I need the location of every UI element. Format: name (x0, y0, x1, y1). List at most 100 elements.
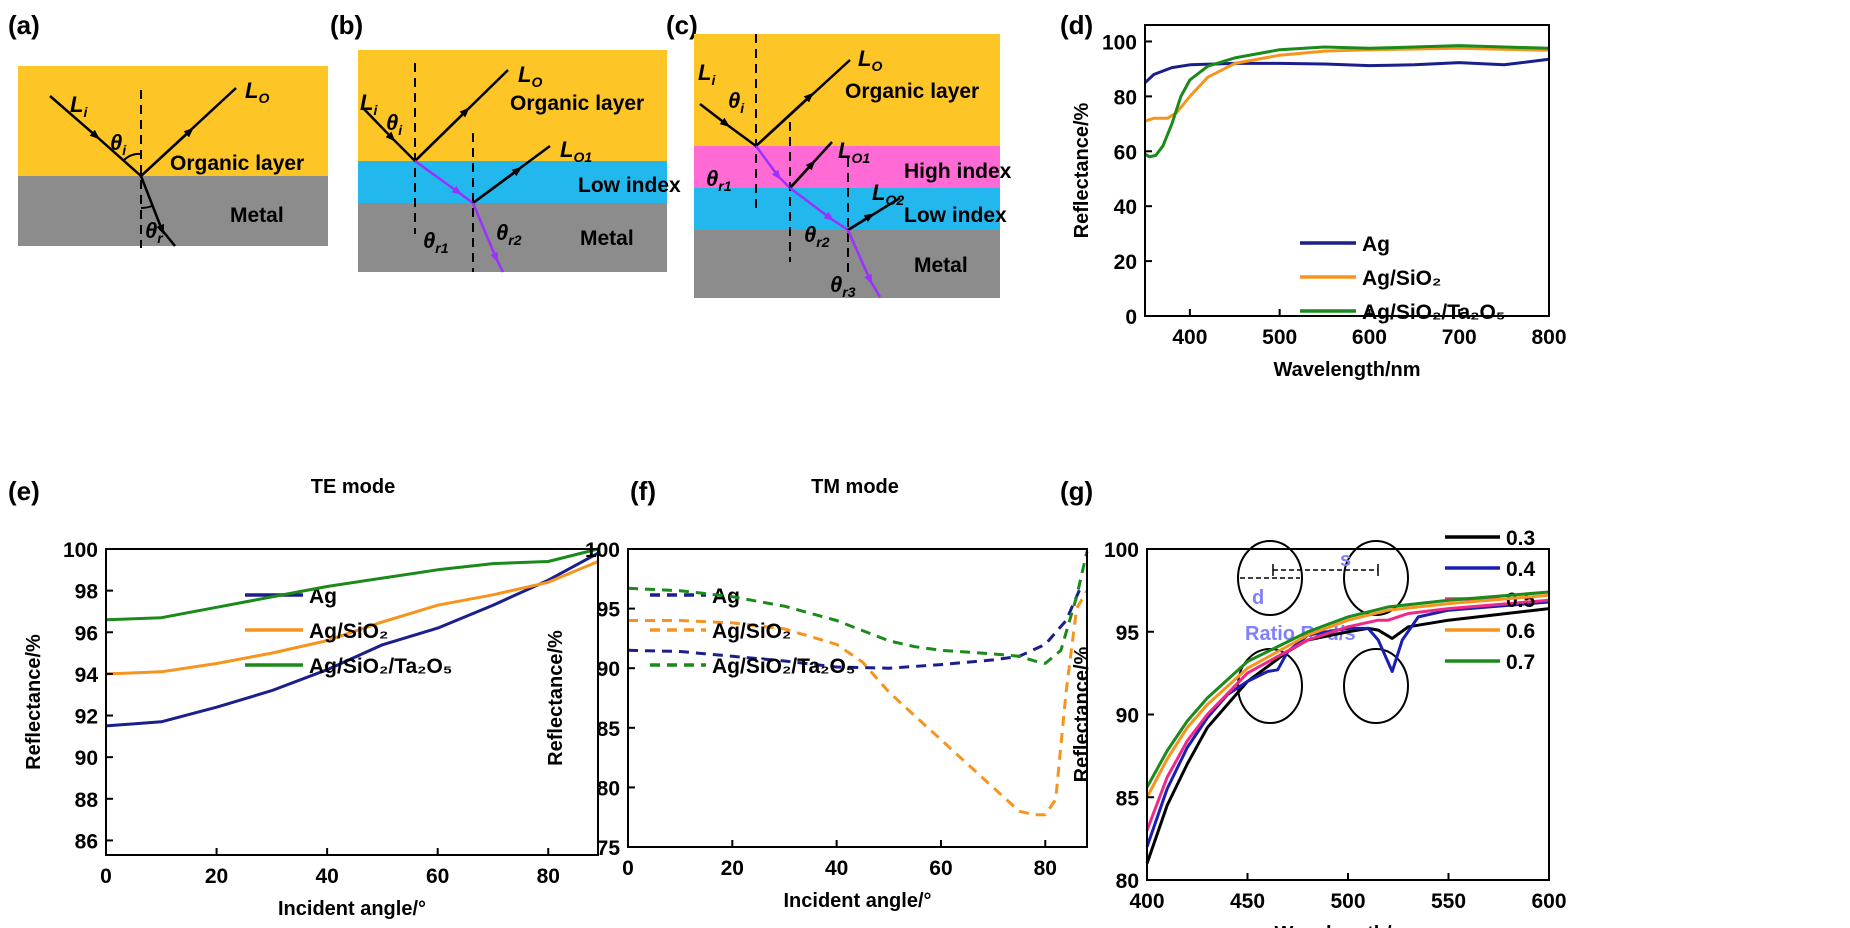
angle-arc (123, 152, 142, 161)
x-tick-label: 40 (315, 865, 338, 888)
x-tick-label: 400 (1129, 890, 1164, 913)
y-tick-label: 96 (75, 622, 98, 645)
plot-frame (627, 548, 1088, 848)
incident-ray (699, 103, 730, 128)
organic-layer-label: Organic layer (845, 80, 979, 103)
label-theta-r1: θr1 (423, 228, 449, 256)
refracted-ray (754, 145, 781, 181)
organic-layer (358, 50, 667, 161)
diagram-a: Li θi LO θr Organic layer Metal (18, 66, 328, 248)
y-tick-label: 0 (1125, 306, 1137, 329)
incident-ray (725, 122, 757, 148)
x-axis-label: Wavelength/nm (1274, 923, 1421, 928)
x-tick-label: 20 (205, 865, 228, 888)
series-line-0.5 (1145, 598, 1550, 831)
series-line-agsio (105, 560, 599, 676)
series-line-agsiotao (105, 547, 599, 622)
diagram-b: Li θi LO LO1 θr1 θr2 Organic layer Low i… (358, 50, 681, 273)
series-line-agsio (628, 589, 1089, 817)
y-tick-label: 80 (1114, 86, 1137, 109)
refracted-ray (789, 187, 834, 221)
series-line-agsiotao (1144, 44, 1550, 159)
x-tick-label: 20 (721, 857, 744, 880)
metal-label: Metal (914, 254, 968, 277)
legend-label: Ag/SiO₂/Ta₂O₅ (712, 655, 855, 678)
series-line-ag (105, 551, 599, 728)
refracted-ray (494, 257, 505, 273)
panel-label-a: (a) (8, 10, 40, 40)
metal-label: Metal (580, 227, 634, 250)
refracted-ray (777, 175, 791, 189)
x-tick-label: 80 (1034, 857, 1057, 880)
incident-ray (95, 135, 142, 177)
legend-label: Ag (712, 585, 740, 608)
y-tick-label: 90 (597, 658, 620, 681)
x-tick-label: 500 (1262, 326, 1297, 349)
y-axis-label: Reflectance/% (1071, 646, 1093, 782)
refracted-ray (846, 229, 873, 285)
particle-circle (1343, 648, 1409, 724)
refracted-ray (414, 159, 463, 195)
diagram-c: Li θi LO LO1 LO2 θr1 θr2 θr3 Organic lay… (694, 34, 1012, 300)
legend-label: Ag/SiO₂ (309, 620, 388, 643)
refracted-ray (829, 216, 849, 232)
x-tick-label: 80 (537, 865, 560, 888)
chart-f: Ag Ag/SiO₂ Ag/SiO₂/Ta₂O₅ 0 20 40 60 80 75 80 85 90 9… (545, 476, 1089, 912)
panel-label-f: (f) (630, 476, 656, 506)
reflected-arrow (789, 160, 816, 189)
legend-label: 0.3 (1506, 527, 1535, 550)
label-Li: Li (698, 60, 716, 88)
y-tick-label: 86 (75, 830, 98, 853)
low-index-label: Low index (904, 204, 1007, 227)
y-axis-label: Reflectance/% (23, 634, 45, 770)
organic-layer-label: Organic layer (510, 92, 644, 115)
reflected-arrow (472, 167, 523, 205)
panel-label-g: (g) (1060, 476, 1093, 506)
inset-d-label: d (1252, 587, 1264, 609)
reflected-arrow (414, 107, 470, 162)
refracted-ray (471, 202, 498, 263)
refracted-ray (868, 279, 882, 298)
panel-label-c: (c) (666, 10, 698, 40)
y-tick-label: 100 (1102, 31, 1137, 54)
inset-s-label: s (1340, 549, 1351, 571)
y-tick-label: 88 (75, 789, 99, 812)
metal-label: Metal (230, 204, 284, 227)
series-line-agsio (1144, 46, 1550, 123)
label-Lo: LO (858, 46, 882, 74)
label-Li: Li (360, 90, 378, 118)
incident-ray (362, 107, 396, 142)
series-line-0.4 (1145, 600, 1550, 848)
y-tick-label: 100 (585, 539, 620, 562)
reflected-arrow (140, 127, 194, 177)
label-theta-r2: θr2 (496, 220, 522, 248)
organic-layer (694, 34, 1000, 146)
panel-label-b: (b) (330, 10, 363, 40)
x-tick-label: 400 (1172, 326, 1207, 349)
label-theta-i: θi (728, 88, 745, 116)
y-tick-label: 80 (1116, 870, 1139, 893)
y-tick-label: 60 (1114, 141, 1137, 164)
legend-label: Ag/SiO₂/Ta₂O₅ (1362, 301, 1505, 324)
label-Lo1: LO1 (560, 137, 592, 165)
plot-frame (105, 548, 599, 856)
legend-label: Ag/SiO₂ (1362, 267, 1441, 290)
series-line-ag (627, 584, 1084, 670)
refracted-ray (139, 175, 164, 235)
x-tick-label: 550 (1431, 890, 1466, 913)
particle-circle (1237, 540, 1303, 616)
panel-label-d: (d) (1060, 10, 1093, 40)
incident-ray (391, 137, 416, 162)
x-tick-label: 60 (929, 857, 952, 880)
y-tick-label: 95 (597, 599, 621, 622)
y-tick-label: 40 (1114, 196, 1137, 219)
y-tick-label: 98 (75, 581, 99, 604)
series-line-0.7 (1145, 590, 1550, 789)
x-tick-label: 600 (1352, 326, 1387, 349)
legend-label: Ag/SiO₂ (712, 620, 791, 643)
particle-circle (1343, 540, 1409, 616)
label-Lo: LO (245, 78, 269, 106)
reflected-arrow (847, 213, 875, 232)
angle-arc (140, 205, 153, 209)
